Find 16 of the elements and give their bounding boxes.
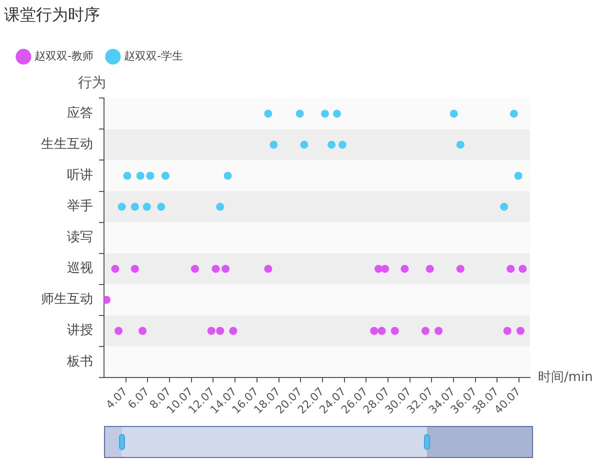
y-tick-label: 举手 xyxy=(67,199,93,214)
y-tick-label: 师生互动 xyxy=(41,292,93,308)
y-axis-title: 行为 xyxy=(78,74,106,91)
y-tick-label: 生生互动 xyxy=(41,137,93,152)
y-tick-label: 读写 xyxy=(67,230,93,246)
legend-label: 赵双双-教师 xyxy=(34,50,94,63)
y-tick-label: 听讲 xyxy=(67,168,93,184)
y-tick-label: 讲授 xyxy=(67,323,93,338)
legend-label: 赵双双-学生 xyxy=(124,50,183,63)
x-axis-title: 时间/min xyxy=(538,370,593,385)
slider-handle[interactable] xyxy=(119,434,126,450)
y-tick-label: 应答 xyxy=(67,105,93,122)
y-tick-label: 巡视 xyxy=(67,261,93,276)
chart-title: 课堂行为时序 xyxy=(4,4,100,24)
zoom-slider[interactable] xyxy=(104,426,533,458)
y-tick-label: 板书 xyxy=(66,354,93,370)
